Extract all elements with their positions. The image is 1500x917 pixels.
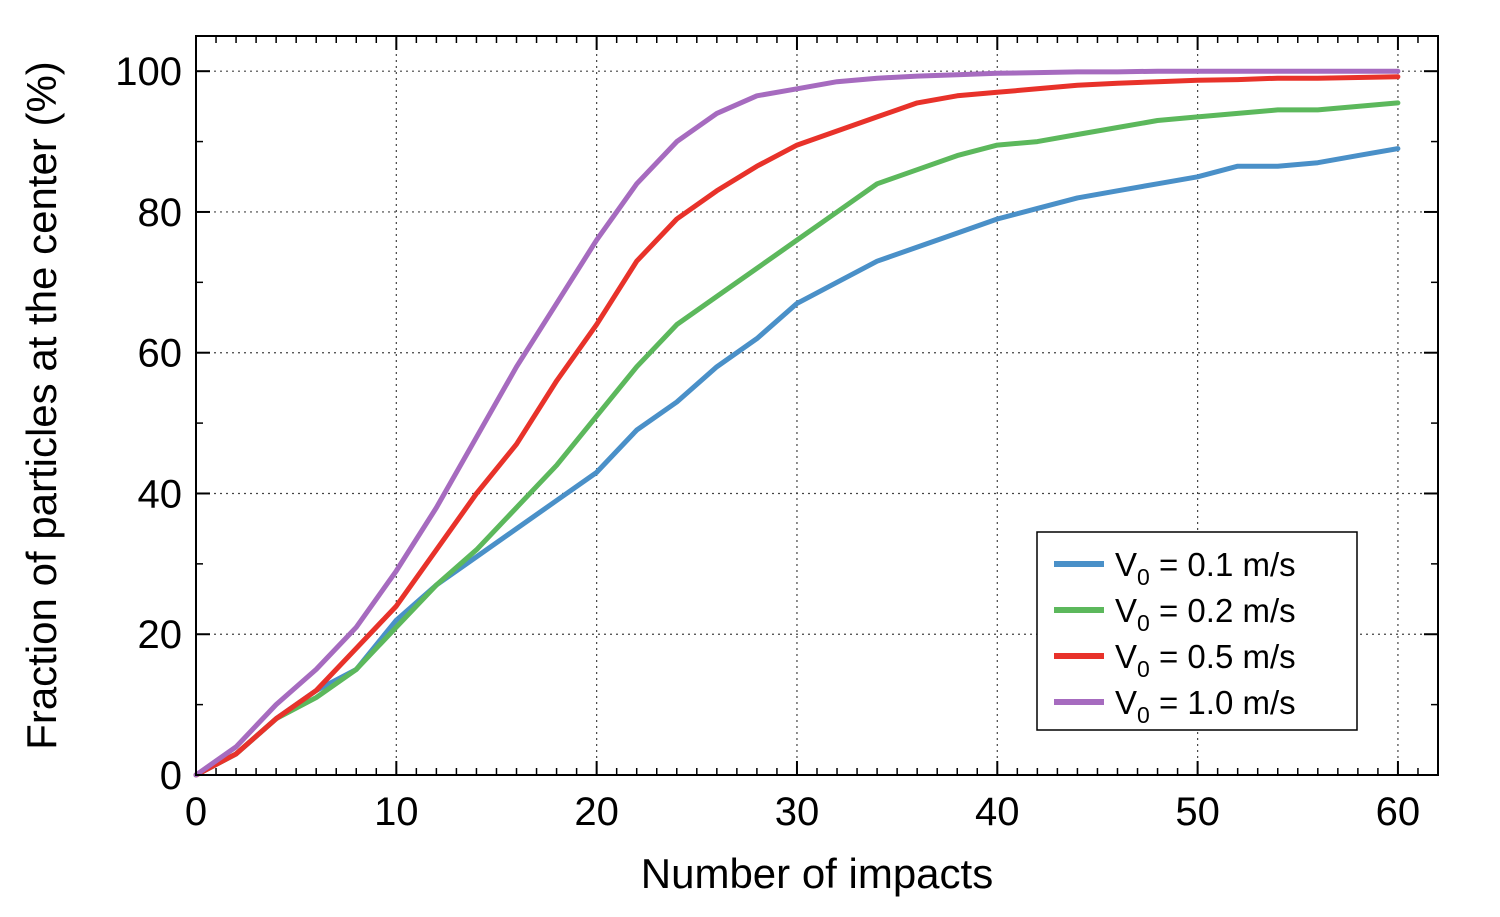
y-tick-label: 0: [160, 754, 182, 798]
legend-label: V0 = 0.5 m/s: [1115, 638, 1296, 682]
y-tick-label: 100: [115, 50, 182, 94]
y-tick-label: 60: [138, 332, 183, 376]
legend-label: V0 = 0.2 m/s: [1115, 592, 1296, 636]
legend: V0 = 0.1 m/sV0 = 0.2 m/sV0 = 0.5 m/sV0 =…: [1036, 531, 1358, 731]
x-tick-label: 30: [775, 790, 820, 834]
plot-frame: [195, 35, 1439, 776]
x-tick-label: 20: [574, 790, 619, 834]
series-line-1: [193, 146, 1401, 778]
y-tick-label: 80: [138, 191, 183, 235]
x-tick-label: 0: [185, 790, 207, 834]
series-lines: [193, 68, 1401, 778]
series-line-4: [193, 68, 1401, 778]
y-axis-label: Fraction of particles at the center (%): [18, 61, 65, 750]
x-tick-label: 50: [1175, 790, 1220, 834]
y-tick-label: 40: [138, 472, 183, 516]
x-tick-label: 10: [374, 790, 419, 834]
x-tick-label: 40: [975, 790, 1020, 834]
x-axis-label: Number of impacts: [641, 850, 993, 897]
series-line-2: [193, 100, 1401, 778]
y-tick-label: 20: [138, 613, 183, 657]
legend-label: V0 = 0.1 m/s: [1115, 546, 1296, 590]
x-tick-label: 60: [1376, 790, 1421, 834]
axis-ticks: 0 10 20 30 40 50 60 0 20 40 60 80 100: [115, 36, 1438, 834]
series-line-3: [193, 74, 1401, 778]
legend-label: V0 = 1.0 m/s: [1115, 684, 1296, 728]
minor-ticks: [196, 36, 1438, 775]
